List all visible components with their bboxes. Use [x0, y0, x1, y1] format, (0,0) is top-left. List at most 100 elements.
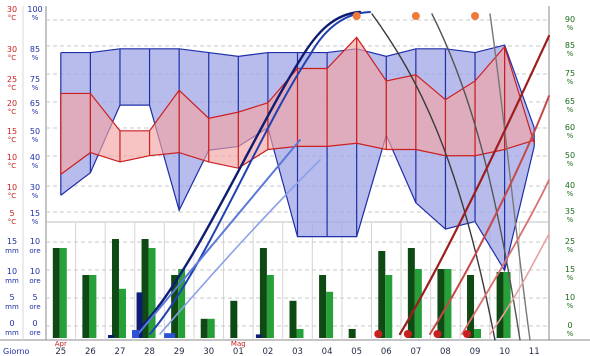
trend-curve [398, 34, 551, 336]
humidity-axis-value: 15 [30, 209, 40, 218]
trend-curve [371, 13, 496, 341]
right-axis-unit: % [567, 50, 574, 58]
hours-axis-value: 5 [32, 293, 37, 302]
bar-light [118, 288, 126, 338]
bar-dark [259, 248, 267, 338]
right-axis-unit: % [567, 78, 574, 86]
temp-axis-unit: °C [8, 84, 17, 92]
temperature-band [60, 36, 535, 175]
rain-axis-unit: mm [5, 277, 19, 285]
bar-dark [111, 239, 119, 338]
humidity-axis-value: 65 [30, 99, 40, 108]
temp-axis-value: 10 [7, 153, 17, 162]
rain-axis-value: 5 [9, 293, 14, 302]
day-tick-label: 06 [381, 347, 392, 356]
right-axis-value: 25 [565, 237, 575, 246]
hours-axis-unit: ore [29, 277, 40, 285]
marker-top [411, 12, 420, 20]
temp-axis-value: 30 [7, 45, 17, 54]
bar-light [326, 291, 334, 338]
grid-lines [0, 6, 590, 341]
humidity-axis-value: 75 [30, 75, 40, 84]
day-tick-label: 26 [85, 347, 96, 356]
day-tick-label: 08 [440, 347, 451, 356]
bar-dark [289, 300, 297, 338]
bar-dark [319, 275, 327, 338]
trend-curve [429, 95, 550, 335]
x-axis-title: Giorno [3, 347, 30, 356]
humidity-axis-unit: % [32, 108, 39, 116]
hours-axis-value: 10 [30, 237, 40, 246]
bar-dark [437, 269, 445, 338]
day-tick-label: 25 [55, 347, 66, 356]
bar-light [474, 329, 482, 338]
bar-light [207, 318, 215, 338]
rain-axis-value: 15 [7, 237, 17, 246]
right-axis-value: 60 [565, 123, 575, 132]
trend-curve [461, 179, 550, 335]
hours-axis-unit: ore [29, 303, 40, 311]
temp-axis-unit: °C [8, 136, 17, 144]
bar-dark [407, 248, 415, 338]
marker-top [352, 12, 361, 20]
hours-axis-unit: ore [29, 329, 40, 337]
right-axis-unit: % [567, 106, 574, 114]
day-tick-label: 09 [470, 347, 481, 356]
right-axis-value: 40 [565, 181, 575, 190]
humidity-axis-value: 40 [30, 153, 40, 162]
markers [132, 12, 480, 338]
bar-sunshine [136, 292, 143, 338]
day-tick-label: 07 [410, 347, 421, 356]
day-tick-label: 02 [262, 347, 273, 356]
bar-light [296, 329, 304, 338]
bar-dark [52, 248, 60, 338]
marker-bottom [463, 330, 472, 338]
bar-dark [171, 275, 179, 338]
day-tick-label: 27 [115, 347, 126, 356]
right-axis-value: 15 [565, 265, 575, 274]
right-axis-unit: % [567, 190, 574, 198]
humidity-axis-unit: % [32, 14, 39, 22]
temp-axis-value: 10 [7, 183, 17, 192]
rain-axis-unit: mm [5, 247, 19, 255]
right-axis-unit: % [567, 330, 574, 338]
humidity-axis-value: 50 [30, 127, 40, 136]
bar-light [89, 275, 97, 338]
bar-dark [82, 275, 90, 338]
humidity-axis-value: 85 [30, 45, 40, 54]
right-axis-value: 50 [565, 151, 575, 160]
bar-dark [378, 251, 386, 338]
temp-axis-value: 25 [7, 75, 17, 84]
humidity-axis-unit: % [32, 162, 39, 170]
bar-light [385, 275, 393, 338]
bar-dark [141, 239, 149, 338]
rain-axis-unit: mm [5, 303, 19, 311]
trend-curve [137, 139, 301, 335]
bar-dark [496, 272, 504, 338]
day-tick-label: 05 [351, 347, 362, 356]
temp-axis-value: 15 [7, 127, 17, 136]
humidity-axis-unit: % [32, 84, 39, 92]
humidity-axis-unit: % [32, 218, 39, 226]
day-tick-label: 11 [529, 347, 540, 356]
trend-curve [431, 13, 521, 341]
trend-curves [133, 10, 551, 341]
humidity-axis-unit: % [32, 192, 39, 200]
right-axis-unit: % [567, 246, 574, 254]
marker-bottom [403, 330, 412, 338]
trend-curve [159, 159, 321, 335]
rain-axis-unit: mm [5, 329, 19, 337]
day-tick-label: 01 [233, 347, 244, 356]
trend-curve [133, 10, 362, 336]
bar-dark [200, 318, 208, 338]
marker-top [471, 12, 480, 20]
right-axis-unit: % [567, 216, 574, 224]
rain-axis-value: 0 [9, 319, 14, 328]
temp-axis-value: 5 [9, 209, 14, 218]
marker-bottom [374, 330, 383, 338]
hours-axis-value: 10 [30, 267, 40, 276]
month-label: Mag [231, 340, 246, 348]
right-axis-value: 90 [565, 15, 575, 24]
trend-curve [489, 233, 550, 335]
